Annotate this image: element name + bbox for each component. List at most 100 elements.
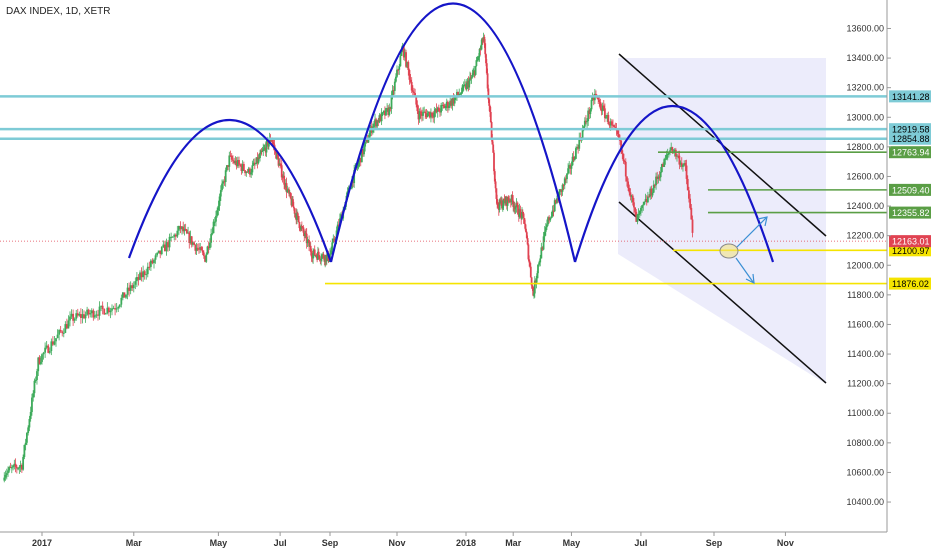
candle-body-78 [115,308,118,310]
y-tick-label-13: 13000.00 [846,112,884,122]
y-tick-label-2: 10800.00 [846,438,884,448]
candle-body-3 [7,470,9,474]
candle-body-494 [547,217,549,225]
candle-body-392 [461,85,464,93]
candle-body-317 [377,120,380,123]
candle-body-18 [26,433,28,443]
candle-body-15 [22,456,25,470]
candle-body-168 [239,164,242,166]
candle-body-143 [209,242,211,249]
candle-body-547 [606,115,609,117]
candle-body-107 [160,246,163,255]
candle-body-318 [378,115,381,123]
candle-body-5 [9,467,12,469]
y-tick-label-14: 13200.00 [846,83,884,93]
candle-body-565 [627,181,630,189]
candle-body-608 [677,155,680,157]
candle-body-471 [525,232,528,239]
candle-body-224 [289,192,292,199]
candle-body-114 [171,236,174,238]
candle-body-44 [62,332,65,334]
x-tick-label-6: 2018 [456,538,476,548]
candle-body-140 [205,254,208,262]
candle-body-227 [292,199,294,207]
candle-body-415 [481,38,483,45]
candle-body-519 [575,148,577,159]
candle-body-388 [457,91,459,96]
candle-body-525 [581,129,584,139]
candle-body-596 [663,159,666,168]
candle-body-68 [100,305,103,307]
candle-body-433 [495,188,498,199]
candle-body-362 [427,111,430,114]
candle-body-157 [225,165,228,171]
candle-body-484 [536,273,539,279]
candle-body-100 [149,260,152,267]
candle-body-135 [199,247,202,250]
candle-body-468 [523,218,526,224]
candle-body-493 [546,224,548,228]
x-tick-label-10: Sep [706,538,723,548]
candle-body-379 [447,101,449,109]
candle-body-33 [45,345,48,348]
candle-body-618 [689,198,692,208]
candle-body-203 [272,143,275,145]
candle-body-516 [571,156,574,166]
candle-body-418 [483,36,486,44]
candle-body-220 [286,190,289,193]
candle-body-82 [121,292,124,298]
candle-body-69 [101,305,104,310]
candle-body-592 [658,176,661,178]
candle-body-429 [492,144,495,153]
candle-body-421 [485,63,488,74]
candle-body-243 [304,233,307,235]
candle-body-72 [106,307,109,314]
candle-body-356 [420,113,423,116]
candle-body-517 [572,156,575,160]
candle-body-620 [691,219,694,233]
level-tag-4 [889,183,931,196]
y-tick-label-11: 12600.00 [846,171,884,181]
candle-body-45 [64,324,67,333]
candle-body-500 [553,200,556,212]
candle-body-423 [487,88,490,100]
candle-body-92 [137,277,140,280]
candle-body-67 [98,306,101,316]
candle-body-238 [300,225,303,228]
candle-body-283 [340,214,342,219]
candle-body-512 [567,168,569,174]
candle-body-256 [315,255,318,257]
candle-body-242 [304,233,306,236]
candle-body-164 [234,160,237,164]
candle-body-377 [444,105,447,109]
candle-body-606 [674,149,677,157]
candle-body-515 [570,165,573,169]
candle-body-86 [128,287,131,291]
level-tag-3 [889,146,931,159]
left-shoulder-arc [127,118,333,263]
candle-body-543 [601,105,604,112]
candle-body-13 [19,464,22,467]
candle-body-111 [167,242,169,248]
candle-body-141 [206,246,209,255]
candle-body-16 [23,444,26,457]
x-tick-label-11: Nov [777,538,794,548]
candle-body-129 [192,242,194,245]
y-tick-label-9: 12200.00 [846,231,884,241]
candle-body-507 [561,184,564,192]
candle-body-478 [531,285,534,288]
candle-body-510 [564,178,567,180]
candle-body-396 [465,82,468,90]
candle-body-460 [517,205,519,215]
candle-body-409 [476,60,479,62]
candle-body-487 [539,258,542,263]
candle-body-81 [120,297,123,305]
candle-body-118 [177,225,180,231]
candle-body-202 [271,142,274,144]
candle-body-335 [397,69,400,71]
candle-body-25 [34,379,37,381]
candle-body-569 [631,195,634,203]
candle-body-513 [568,165,571,169]
candle-body-73 [107,307,110,313]
